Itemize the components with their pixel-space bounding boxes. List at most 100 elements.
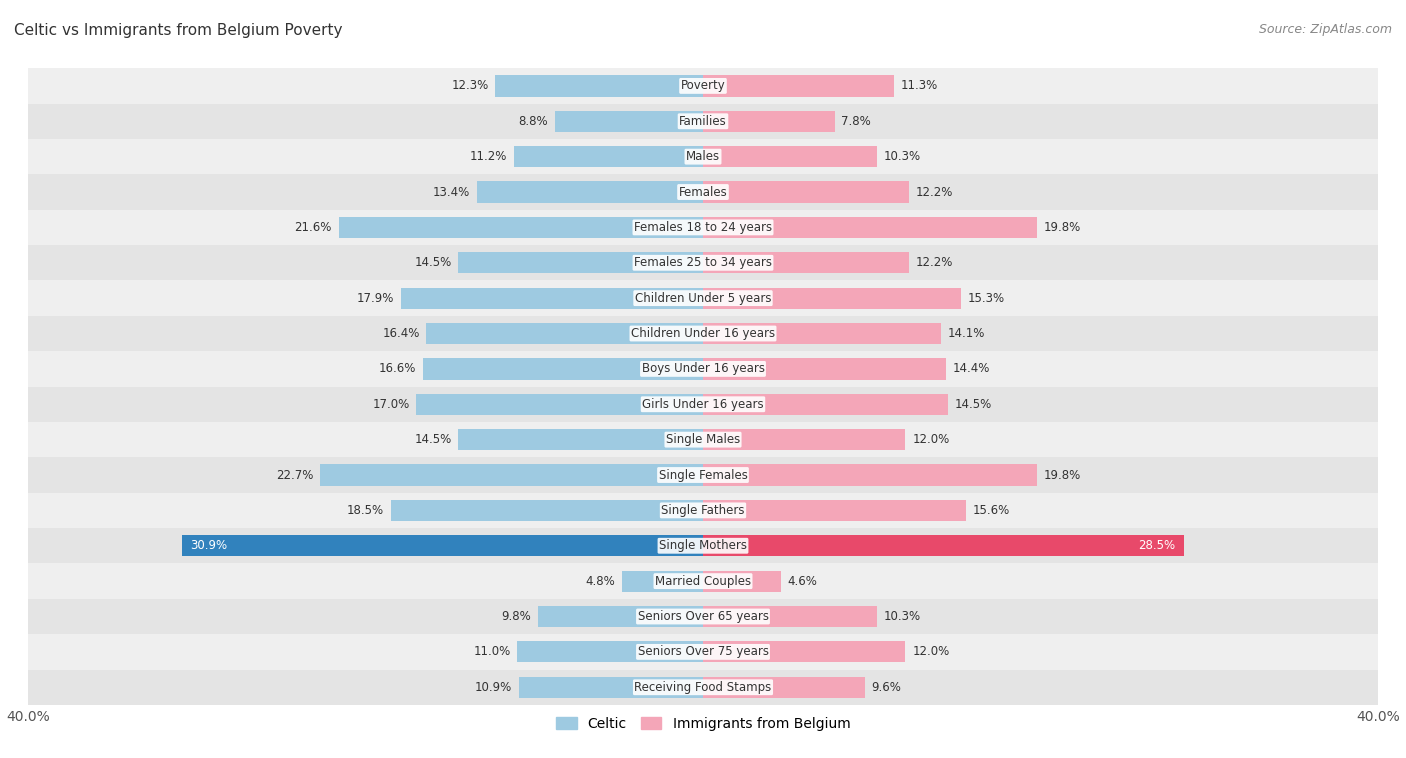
Bar bbox=[703, 181, 908, 202]
Text: Single Mothers: Single Mothers bbox=[659, 539, 747, 553]
Text: Children Under 16 years: Children Under 16 years bbox=[631, 327, 775, 340]
Bar bbox=[28, 139, 1378, 174]
Bar bbox=[703, 641, 905, 662]
Text: 11.3%: 11.3% bbox=[900, 80, 938, 92]
Bar bbox=[703, 252, 908, 274]
Bar bbox=[703, 217, 1038, 238]
Legend: Celtic, Immigrants from Belgium: Celtic, Immigrants from Belgium bbox=[550, 711, 856, 736]
Text: 22.7%: 22.7% bbox=[276, 468, 314, 481]
Bar bbox=[28, 210, 1378, 245]
Bar bbox=[703, 465, 1038, 486]
Text: Celtic vs Immigrants from Belgium Poverty: Celtic vs Immigrants from Belgium Povert… bbox=[14, 23, 343, 38]
Text: Children Under 5 years: Children Under 5 years bbox=[634, 292, 772, 305]
Text: 30.9%: 30.9% bbox=[190, 539, 228, 553]
Bar bbox=[28, 528, 1378, 563]
Bar bbox=[28, 351, 1378, 387]
Bar bbox=[28, 245, 1378, 280]
Bar bbox=[495, 75, 703, 96]
Bar bbox=[515, 146, 703, 168]
Text: 12.0%: 12.0% bbox=[912, 433, 949, 446]
Bar bbox=[28, 599, 1378, 634]
Text: 12.2%: 12.2% bbox=[915, 256, 953, 269]
Text: 11.2%: 11.2% bbox=[470, 150, 508, 163]
Text: 18.5%: 18.5% bbox=[347, 504, 384, 517]
Bar bbox=[28, 280, 1378, 316]
Bar bbox=[537, 606, 703, 627]
Bar bbox=[703, 359, 946, 380]
Bar bbox=[458, 252, 703, 274]
Bar bbox=[423, 359, 703, 380]
Text: Females: Females bbox=[679, 186, 727, 199]
Bar bbox=[28, 563, 1378, 599]
Bar bbox=[519, 677, 703, 698]
Text: 10.3%: 10.3% bbox=[883, 150, 921, 163]
Bar bbox=[517, 641, 703, 662]
Text: Single Fathers: Single Fathers bbox=[661, 504, 745, 517]
Text: 10.9%: 10.9% bbox=[475, 681, 512, 694]
Bar bbox=[28, 422, 1378, 457]
Text: Males: Males bbox=[686, 150, 720, 163]
Bar bbox=[321, 465, 703, 486]
Bar bbox=[703, 287, 962, 309]
Text: 15.3%: 15.3% bbox=[967, 292, 1005, 305]
Text: 8.8%: 8.8% bbox=[519, 114, 548, 128]
Text: 11.0%: 11.0% bbox=[474, 645, 510, 659]
Bar bbox=[703, 677, 865, 698]
Text: 28.5%: 28.5% bbox=[1139, 539, 1175, 553]
Bar bbox=[28, 104, 1378, 139]
Text: 4.6%: 4.6% bbox=[787, 575, 817, 587]
Text: 12.0%: 12.0% bbox=[912, 645, 949, 659]
Bar bbox=[703, 606, 877, 627]
Text: 7.8%: 7.8% bbox=[841, 114, 872, 128]
Bar bbox=[28, 174, 1378, 210]
Text: 13.4%: 13.4% bbox=[433, 186, 470, 199]
Bar bbox=[28, 669, 1378, 705]
Text: 19.8%: 19.8% bbox=[1043, 221, 1081, 234]
Bar bbox=[401, 287, 703, 309]
Text: 17.9%: 17.9% bbox=[357, 292, 394, 305]
Bar bbox=[703, 75, 894, 96]
Bar bbox=[28, 68, 1378, 104]
Bar bbox=[703, 500, 966, 521]
Bar bbox=[554, 111, 703, 132]
Text: 14.5%: 14.5% bbox=[415, 433, 451, 446]
Text: Single Males: Single Males bbox=[666, 433, 740, 446]
Bar bbox=[28, 457, 1378, 493]
Bar bbox=[477, 181, 703, 202]
Bar bbox=[181, 535, 703, 556]
Text: 19.8%: 19.8% bbox=[1043, 468, 1081, 481]
Text: Girls Under 16 years: Girls Under 16 years bbox=[643, 398, 763, 411]
Text: Poverty: Poverty bbox=[681, 80, 725, 92]
Bar bbox=[28, 316, 1378, 351]
Text: Families: Families bbox=[679, 114, 727, 128]
Text: 16.6%: 16.6% bbox=[378, 362, 416, 375]
Text: 12.3%: 12.3% bbox=[451, 80, 489, 92]
Bar bbox=[703, 111, 835, 132]
Bar bbox=[416, 393, 703, 415]
Text: 14.5%: 14.5% bbox=[415, 256, 451, 269]
Bar bbox=[28, 634, 1378, 669]
Text: Boys Under 16 years: Boys Under 16 years bbox=[641, 362, 765, 375]
Bar bbox=[703, 146, 877, 168]
Bar bbox=[703, 393, 948, 415]
Text: 12.2%: 12.2% bbox=[915, 186, 953, 199]
Bar bbox=[28, 493, 1378, 528]
Text: Single Females: Single Females bbox=[658, 468, 748, 481]
Text: 15.6%: 15.6% bbox=[973, 504, 1010, 517]
Text: 4.8%: 4.8% bbox=[585, 575, 616, 587]
Text: Married Couples: Married Couples bbox=[655, 575, 751, 587]
Bar bbox=[703, 323, 941, 344]
Bar bbox=[703, 429, 905, 450]
Text: Seniors Over 65 years: Seniors Over 65 years bbox=[637, 610, 769, 623]
Bar bbox=[621, 571, 703, 592]
Text: 10.3%: 10.3% bbox=[883, 610, 921, 623]
Text: 14.5%: 14.5% bbox=[955, 398, 991, 411]
Text: Females 18 to 24 years: Females 18 to 24 years bbox=[634, 221, 772, 234]
Bar bbox=[703, 535, 1184, 556]
Bar bbox=[339, 217, 703, 238]
Text: 9.6%: 9.6% bbox=[872, 681, 901, 694]
Bar bbox=[28, 387, 1378, 422]
Text: Receiving Food Stamps: Receiving Food Stamps bbox=[634, 681, 772, 694]
Text: 16.4%: 16.4% bbox=[382, 327, 419, 340]
Bar bbox=[391, 500, 703, 521]
